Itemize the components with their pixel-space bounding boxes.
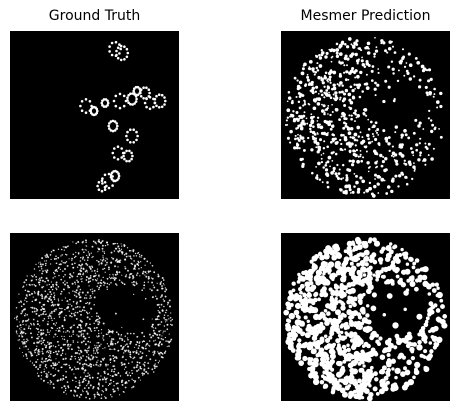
ground-truth-bottom-panel bbox=[10, 233, 179, 401]
ground-truth-top-image bbox=[79, 40, 167, 193]
ground-truth-top-panel bbox=[10, 31, 179, 199]
mesmer-prediction-top-image bbox=[284, 36, 443, 198]
title-mesmer-prediction: Mesmer Prediction bbox=[300, 8, 431, 24]
mesmer-prediction-bottom-image bbox=[283, 236, 448, 401]
title-ground-truth: Ground Truth bbox=[48, 8, 141, 24]
ground-truth-bottom-image bbox=[13, 238, 174, 400]
mesmer-prediction-top-panel bbox=[281, 31, 450, 199]
mesmer-prediction-bottom-panel bbox=[281, 233, 450, 401]
